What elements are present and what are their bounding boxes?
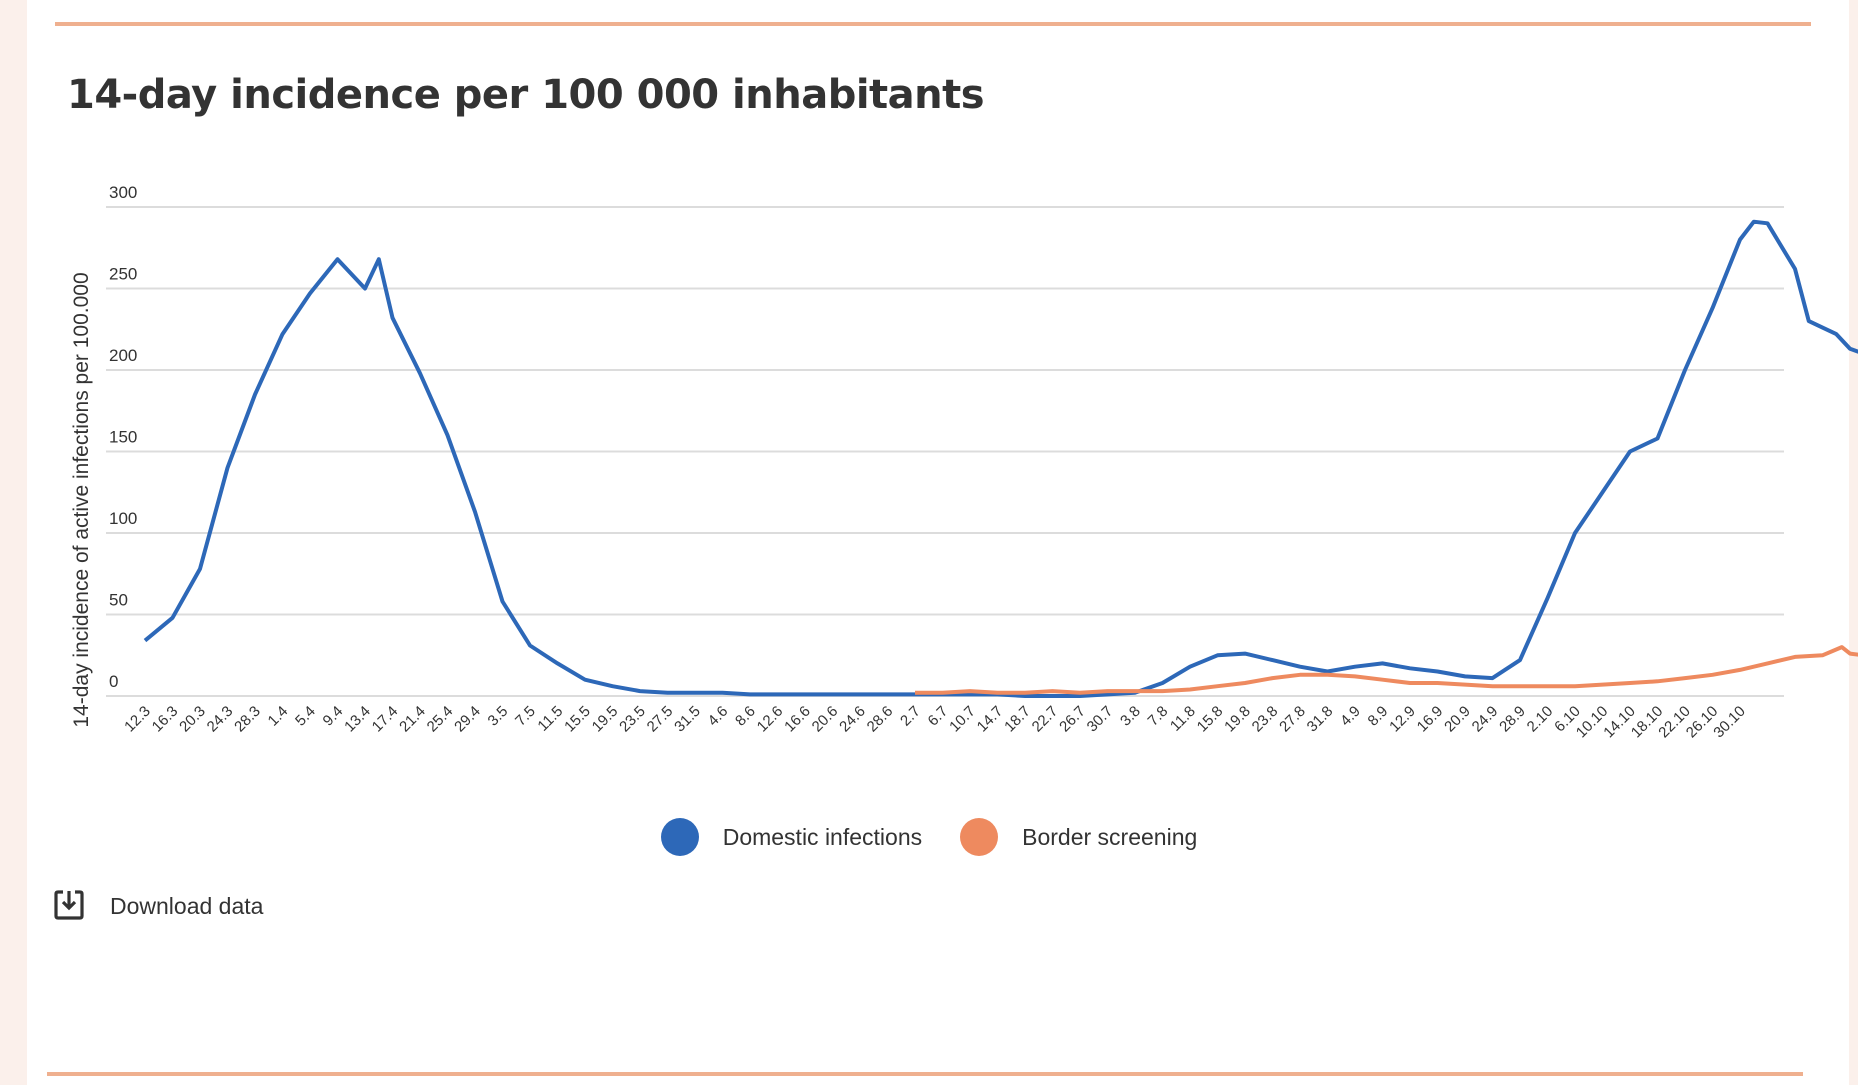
chart-card [27, 0, 1849, 1085]
y-tick-100: 100 [109, 509, 137, 528]
x-tick-labels: 12.316.320.324.328.3 1.4 5.4 9.413.417.421.… [121, 703, 1749, 742]
x-tick-label: 11.5 [534, 703, 566, 735]
x-tick-label: 31.5 [671, 703, 704, 736]
x-tick-label: 19.8 [1221, 703, 1254, 736]
y-tick-labels: 0 50 100 150 200 250 300 [109, 183, 137, 691]
y-tick-50: 50 [109, 591, 128, 610]
x-tick-label: 15.8 [1194, 703, 1227, 736]
y-tick-0: 0 [109, 672, 118, 691]
series-lines [143, 219, 1858, 698]
x-tick-label: 28.9 [1496, 703, 1529, 736]
x-tick-label: 16.9 [1414, 703, 1447, 736]
x-tick-label: 16.6 [781, 703, 814, 736]
x-tick-label: 4.6 [705, 703, 732, 730]
x-tick-label: 12.6 [754, 703, 787, 736]
series-line-domestic [143, 219, 1858, 698]
x-tick-label: 3.8 [1117, 703, 1144, 730]
y-tick-150: 150 [109, 428, 137, 447]
x-tick-label: 7.5 [512, 703, 539, 730]
bottom-divider [47, 1072, 1803, 1076]
x-tick-label: 12.3 [121, 703, 154, 736]
series-line-border [915, 645, 1858, 695]
x-tick-label: 16.3 [149, 703, 182, 736]
x-tick-label: 17.4 [369, 703, 402, 736]
x-tick-label: 20.6 [809, 703, 842, 736]
legend-item-domestic[interactable]: Domestic infections [660, 818, 923, 856]
x-tick-label: 29.4 [451, 703, 484, 736]
x-tick-label: 2.7 [897, 703, 924, 730]
x-tick-label: 21.4 [396, 703, 429, 736]
x-tick-label: 4.9 [1337, 703, 1364, 730]
download-data-label: Download data [110, 893, 264, 919]
x-tick-label: 24.3 [204, 703, 237, 736]
y-axis-label: 14-day incidence of active infections pe… [70, 272, 93, 727]
x-tick-label: 13.4 [341, 703, 374, 736]
legend-swatch-border [960, 818, 999, 856]
y-tick-200: 200 [109, 346, 137, 365]
x-tick-label: 14.7 [974, 703, 1007, 736]
x-tick-label: 10.7 [946, 703, 979, 736]
x-tick-label: 11.8 [1167, 703, 1199, 735]
x-tick-label: 3.5 [485, 703, 512, 730]
x-tick-label: 23.5 [616, 703, 649, 736]
x-tick-label: 18.7 [1001, 703, 1034, 736]
x-tick-label: 19.5 [589, 703, 622, 736]
x-tick-label: 7.8 [1145, 703, 1172, 730]
x-tick-label: 26.7 [1056, 703, 1089, 736]
x-tick-label: 23.8 [1249, 703, 1282, 736]
y-tick-300: 300 [109, 183, 137, 202]
x-tick-label: 28.6 [864, 703, 897, 736]
legend-item-border[interactable]: Border screening [960, 818, 1197, 856]
y-tick-250: 250 [109, 265, 137, 284]
download-icon [54, 888, 84, 925]
legend-swatch-domestic [660, 818, 699, 856]
x-tick-label: 5.4 [292, 703, 319, 730]
x-tick-label: 20.3 [176, 703, 209, 736]
chart-legend: Domestic infections Border screening [0, 818, 1858, 856]
x-tick-label: 31.8 [1304, 703, 1337, 736]
x-tick-label: 1.4 [265, 703, 292, 730]
x-tick-label: 2.10 [1524, 703, 1557, 736]
x-tick-label: 15.5 [561, 703, 594, 736]
download-data-button[interactable]: Download data [54, 888, 263, 925]
x-tick-label: 25.4 [424, 703, 457, 736]
x-tick-label: 27.5 [644, 703, 677, 736]
x-tick-label: 24.6 [836, 703, 869, 736]
chart-title: 14-day incidence per 100 000 inhabitants [67, 72, 985, 118]
x-tick-label: 20.9 [1441, 703, 1474, 736]
x-tick-label: 27.8 [1276, 703, 1309, 736]
x-tick-label: 22.7 [1029, 703, 1062, 736]
x-tick-label: 30.10 [1710, 703, 1749, 742]
legend-label-domestic: Domestic infections [722, 823, 923, 850]
gridlines [106, 206, 1784, 697]
x-tick-label: 30.7 [1084, 703, 1117, 736]
legend-label-border: Border screening [1022, 823, 1198, 850]
top-divider [55, 22, 1811, 26]
x-tick-label: 12.9 [1386, 703, 1419, 736]
x-tick-label: 28.3 [231, 703, 264, 736]
x-tick-label: 24.9 [1469, 703, 1502, 736]
